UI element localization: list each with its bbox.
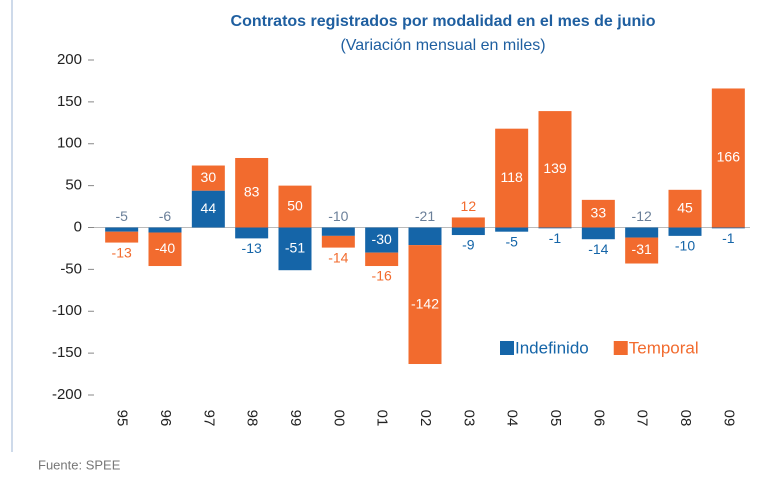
- y-tick-label: 200: [57, 51, 82, 68]
- y-tick-label: -200: [52, 386, 82, 403]
- x-tick-label: 08: [677, 410, 694, 427]
- bar: [495, 128, 529, 228]
- bar: [538, 227, 572, 229]
- data-label: -51: [285, 240, 305, 256]
- bar: [495, 227, 529, 232]
- data-label: -13: [112, 244, 132, 260]
- bar: [668, 189, 702, 228]
- y-tick-label: -150: [52, 344, 82, 361]
- bar: [365, 227, 399, 253]
- bar: [278, 185, 312, 228]
- bar: [581, 199, 615, 228]
- data-label: -16: [372, 268, 392, 284]
- x-tick-label: 04: [504, 410, 521, 427]
- bar: [105, 227, 139, 232]
- bar: [365, 252, 399, 267]
- bar: [148, 227, 182, 233]
- data-label: 45: [677, 199, 693, 215]
- chart-subtitle: (Variación mensual en miles): [340, 37, 545, 54]
- bar: [451, 217, 485, 228]
- y-tick-label: 0: [74, 218, 82, 235]
- data-label: -1: [722, 230, 735, 246]
- data-label: -6: [159, 208, 172, 224]
- bar: [408, 245, 442, 365]
- bar: [191, 165, 225, 191]
- legend-label: Indefinido: [515, 338, 589, 357]
- data-label: -5: [505, 233, 518, 249]
- data-label: -13: [242, 240, 262, 256]
- source: Fuente: SPEE: [38, 457, 121, 472]
- bar: [625, 227, 659, 238]
- chart-title: Contratos registrados por modalidad en e…: [231, 13, 656, 30]
- x-tick-label: 06: [590, 410, 607, 427]
- data-label: 30: [201, 169, 217, 185]
- data-label: 118: [501, 169, 524, 185]
- x-tick-label: 97: [200, 410, 217, 427]
- bar: [321, 235, 355, 248]
- legend-swatch: [500, 341, 514, 355]
- y-tick-label: 50: [65, 177, 82, 194]
- x-tick-label: 03: [460, 410, 477, 427]
- data-label: 33: [591, 204, 607, 220]
- bar: [191, 190, 225, 228]
- bar: [538, 111, 572, 228]
- data-label: -1: [549, 230, 562, 246]
- bar: [625, 237, 659, 264]
- y-tick-label: 100: [57, 135, 82, 152]
- data-label: -31: [632, 241, 652, 257]
- bar: [451, 227, 485, 236]
- x-tick-label: 01: [374, 410, 391, 427]
- bar: [711, 227, 745, 229]
- data-label: -14: [588, 241, 608, 257]
- x-tick-label: 99: [287, 410, 304, 427]
- bar: [711, 88, 745, 228]
- x-tick-label: 00: [330, 410, 347, 427]
- data-label: 139: [543, 160, 567, 176]
- bar: [581, 227, 615, 240]
- x-tick-label: 96: [157, 410, 174, 427]
- bar: [105, 231, 139, 243]
- bar: [408, 227, 442, 246]
- legend-swatch: [613, 341, 628, 355]
- y-tick-label: 150: [57, 93, 82, 110]
- x-tick-label: 09: [720, 410, 737, 427]
- bar: [321, 227, 355, 236]
- x-tick-label: 05: [547, 410, 564, 427]
- bar: [235, 227, 269, 239]
- data-label: -5: [115, 208, 128, 224]
- data-label: -40: [155, 240, 175, 256]
- bar: [235, 157, 269, 228]
- data-label: -9: [462, 237, 475, 253]
- data-label: -12: [632, 208, 652, 224]
- y-tick-label: -50: [60, 260, 82, 277]
- bar: [148, 232, 182, 267]
- data-label: 44: [201, 200, 217, 216]
- data-label: -30: [372, 231, 392, 247]
- data-label: -142: [411, 295, 439, 311]
- data-label: -14: [328, 249, 348, 265]
- data-label: -21: [415, 208, 435, 224]
- y-tick-label: -100: [52, 302, 82, 319]
- data-label: 50: [287, 197, 303, 213]
- data-label: -10: [328, 208, 348, 224]
- x-tick-label: 98: [244, 410, 261, 427]
- bar: [668, 227, 702, 236]
- data-label: 83: [244, 183, 260, 199]
- legend-label: Temporal: [629, 338, 699, 357]
- data-label: 166: [717, 149, 741, 165]
- data-label: 12: [461, 198, 477, 214]
- data-label: -10: [675, 238, 695, 254]
- bar: [278, 227, 312, 271]
- x-tick-label: 07: [634, 410, 651, 427]
- x-tick-label: 95: [114, 410, 131, 427]
- x-tick-label: 02: [417, 410, 434, 427]
